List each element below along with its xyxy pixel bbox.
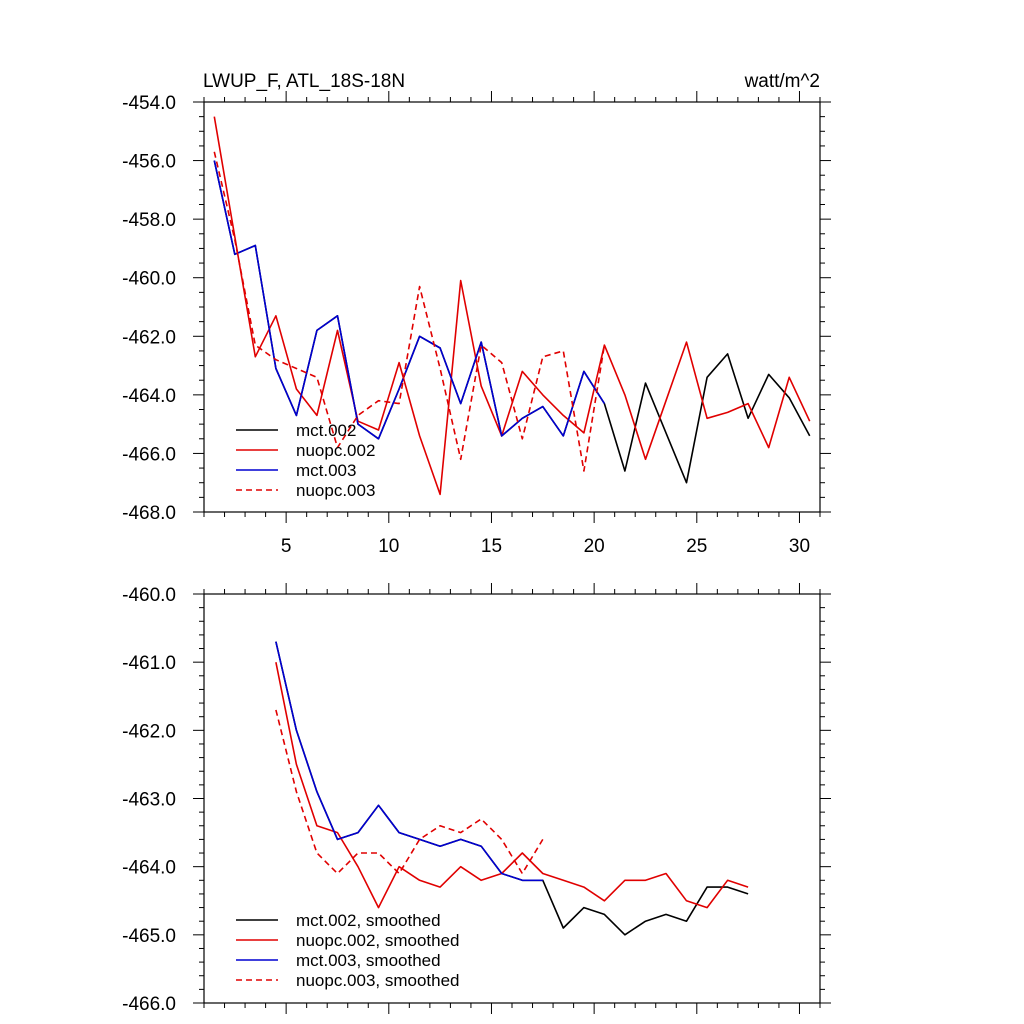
series-line-mct-003-smoothed: [275, 641, 543, 882]
legend-label: mct.003: [296, 461, 356, 480]
x-tick-label: 25: [686, 536, 707, 557]
y-tick-label: -460.0: [122, 585, 176, 606]
x-tick-label: 10: [378, 536, 399, 557]
y-tick-label: -464.0: [122, 386, 176, 407]
x-tick-label: 15: [481, 536, 502, 557]
x-tick-label: 30: [789, 536, 810, 557]
legend-label: nuopc.002, smoothed: [296, 931, 460, 950]
y-tick-label: -461.0: [122, 653, 176, 674]
y-tick-label: -466.0: [122, 444, 176, 465]
bottom-plot-area: -460.0 -461.0 -462.0 -463.0 -464.0 -465.0 -466…: [122, 583, 831, 1015]
bottom-panel: -460.0 -461.0 -462.0 -463.0 -464.0 -465.0 -466…: [122, 583, 831, 1015]
y-tick-label: -458.0: [122, 210, 176, 231]
series-line-nuopc-002: [213, 116, 811, 496]
top-plot-area: 5 10 15 20 25 30 -454.0 -456.0 -458.0 -460.0 -462.…: [122, 91, 831, 557]
y-tick-label: -456.0: [122, 152, 176, 173]
series-line-mct-002-smoothed: [275, 641, 749, 936]
legend-label: mct.002: [296, 421, 356, 440]
legend-label: nuopc.003, smoothed: [296, 971, 460, 990]
y-tick-label: -463.0: [122, 790, 176, 811]
series-line-nuopc-003: [213, 151, 606, 472]
legend-label: nuopc.002: [296, 441, 375, 460]
series-line-mct-003: [213, 160, 606, 440]
y-tick-label: -462.0: [122, 327, 176, 348]
series-line-nuopc-003-smoothed: [275, 709, 544, 875]
units-label: watt/m^2: [744, 71, 820, 92]
legend-label: mct.003, smoothed: [296, 951, 441, 970]
x-tick-label: 5: [281, 536, 292, 557]
x-tick-label: 20: [584, 536, 605, 557]
legend-label: nuopc.003: [296, 481, 375, 500]
chart-title: LWUP_F, ATL_18S-18N: [203, 71, 405, 92]
y-tick-label: -465.0: [122, 926, 176, 947]
y-tick-label: -454.0: [122, 93, 176, 114]
y-tick-label: -462.0: [122, 721, 176, 742]
y-tick-label: -464.0: [122, 858, 176, 879]
y-tick-label: -460.0: [122, 269, 176, 290]
y-tick-label: -468.0: [122, 503, 176, 524]
y-tick-label: -466.0: [122, 994, 176, 1015]
series-line-nuopc-002-smoothed: [275, 662, 749, 909]
legend-label: mct.002, smoothed: [296, 911, 441, 930]
top-panel: LWUP_F, ATL_18S-18N watt/m^2 5 10 15 20 25 30…: [122, 71, 831, 557]
